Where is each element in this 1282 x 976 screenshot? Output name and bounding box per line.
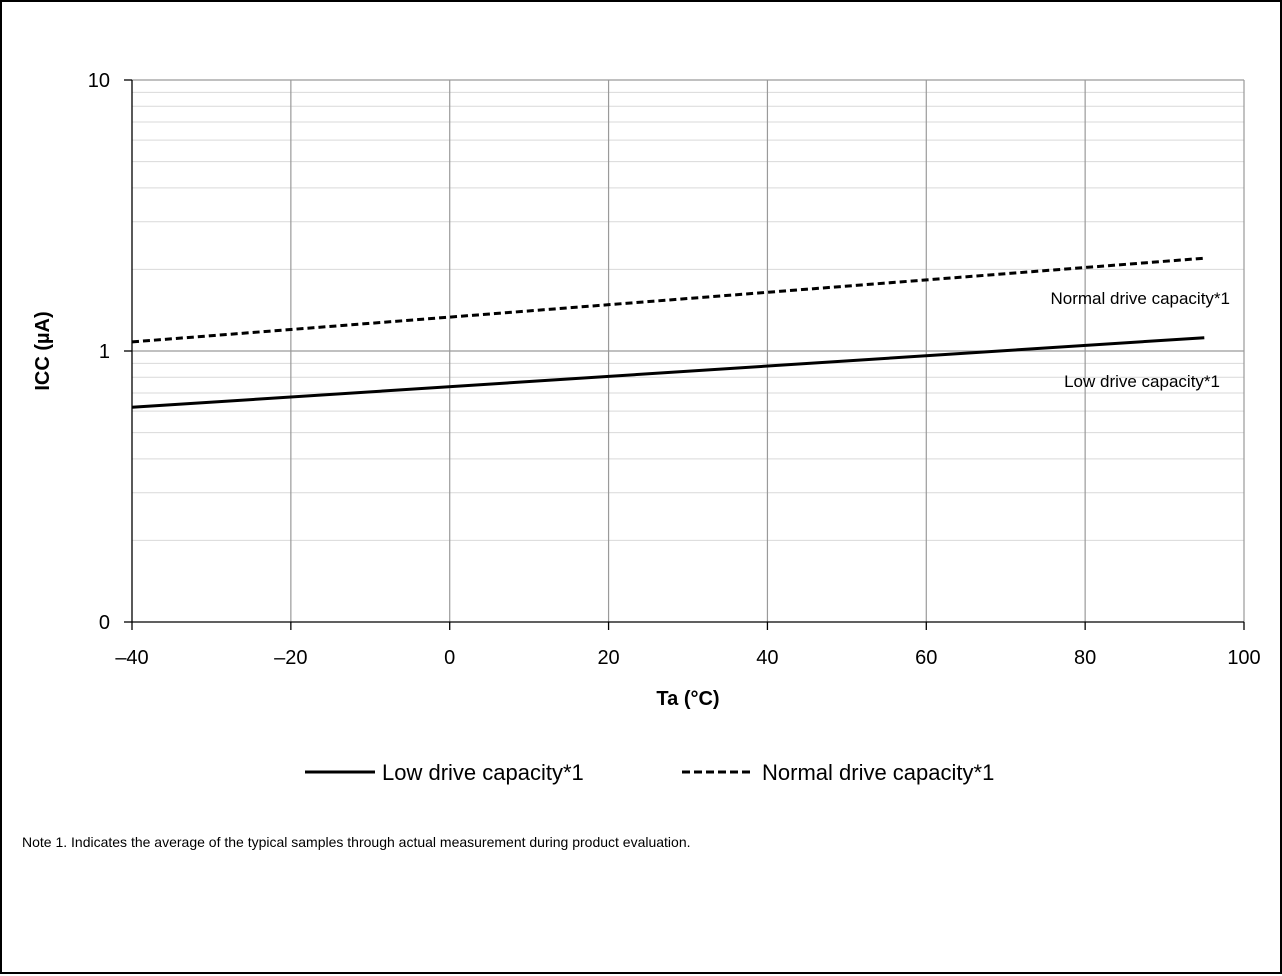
series-layer [131, 256, 1205, 409]
y-tick-label: 1 [99, 341, 110, 363]
x-tick-label: 40 [756, 647, 778, 669]
y-axis-title: ICC (µA) [32, 311, 54, 390]
legend-label-1: Normal drive capacity*1 [762, 760, 994, 785]
x-tick-label: 0 [444, 647, 455, 669]
series-annotation: Low drive capacity*1 [1064, 372, 1220, 391]
legend: Low drive capacity*1 Normal drive capacit… [305, 760, 994, 785]
y-tick-label: 0 [99, 612, 110, 634]
x-tick-label: 20 [597, 647, 619, 669]
y-tick-label: 10 [88, 70, 110, 92]
x-tick-label: 100 [1227, 647, 1260, 669]
major-gridlines [132, 79, 1245, 622]
legend-label-0: Low drive capacity*1 [382, 760, 584, 785]
series-annotation: Normal drive capacity*1 [1050, 289, 1230, 308]
x-tick-label: –40 [115, 647, 148, 669]
minor-gridlines [132, 91, 1244, 541]
x-tick-label: –20 [274, 647, 307, 669]
series-line-1 [131, 256, 1205, 344]
axes [124, 79, 1245, 630]
x-axis-title: Ta (°C) [656, 688, 719, 710]
footnote: Note 1. Indicates the average of the typ… [22, 834, 691, 850]
x-tick-label: 80 [1074, 647, 1096, 669]
x-tick-label: 60 [915, 647, 937, 669]
series-line-0 [131, 336, 1205, 409]
